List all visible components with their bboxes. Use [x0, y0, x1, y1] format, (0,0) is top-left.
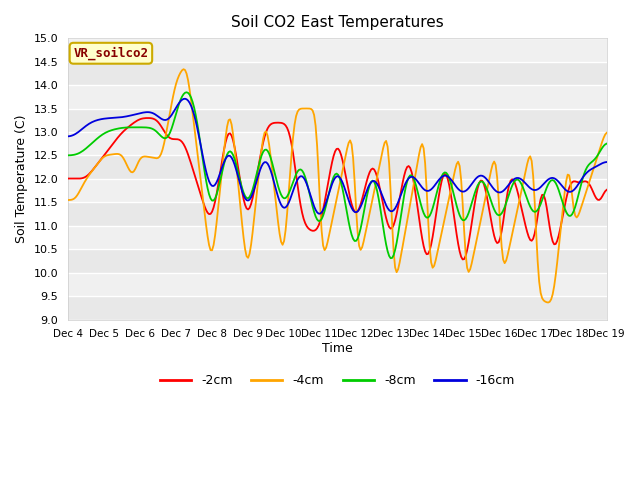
- Legend: -2cm, -4cm, -8cm, -16cm: -2cm, -4cm, -8cm, -16cm: [155, 370, 520, 392]
- Bar: [68, 203, 607, 226]
- X-axis label: Time: Time: [322, 342, 353, 355]
- Text: VR_soilco2: VR_soilco2: [74, 47, 148, 60]
- Bar: [68, 85, 607, 108]
- Bar: [68, 273, 607, 296]
- Y-axis label: Soil Temperature (C): Soil Temperature (C): [15, 115, 28, 243]
- Bar: [68, 156, 607, 179]
- Bar: [68, 38, 607, 61]
- Bar: [68, 132, 607, 156]
- Title: Soil CO2 East Temperatures: Soil CO2 East Temperatures: [231, 15, 444, 30]
- Bar: [68, 179, 607, 203]
- Bar: [68, 249, 607, 273]
- Bar: [68, 226, 607, 249]
- Bar: [68, 296, 607, 320]
- Bar: [68, 61, 607, 85]
- Bar: [68, 108, 607, 132]
